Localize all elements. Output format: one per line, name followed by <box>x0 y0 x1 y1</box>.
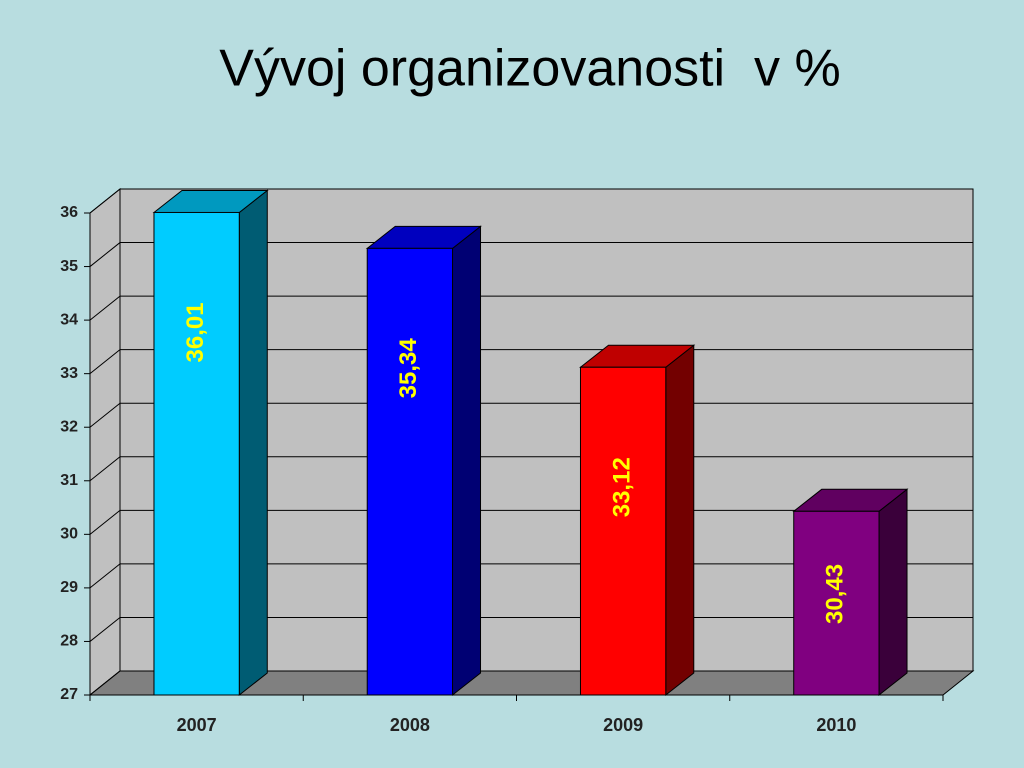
value-label: 35,34 <box>395 338 422 399</box>
y-tick-label: 35 <box>60 258 78 275</box>
x-tick-label: 2009 <box>603 715 643 735</box>
grid-line <box>89 295 973 321</box>
y-tick-label: 36 <box>60 204 78 221</box>
y-tick-label: 31 <box>60 472 78 489</box>
x-tick-label: 2010 <box>816 715 856 735</box>
value-label: 36,01 <box>182 302 209 362</box>
y-tick-label: 27 <box>60 686 78 703</box>
chart-title: Vývoj organizovanosti v % <box>219 40 840 98</box>
x-tick-label: 2007 <box>177 715 217 735</box>
y-tick-label: 28 <box>60 633 78 650</box>
bar-side <box>452 225 482 697</box>
y-tick-label: 33 <box>60 365 78 382</box>
y-tick-label: 30 <box>60 526 78 543</box>
bar <box>366 247 454 696</box>
grid-line <box>89 242 973 267</box>
y-tick-label: 34 <box>60 311 78 328</box>
y-tick-label: 29 <box>60 579 78 596</box>
y-tick-label: 32 <box>60 418 78 435</box>
bar-side <box>878 488 908 697</box>
bar <box>793 510 880 696</box>
bar-side <box>665 344 695 697</box>
grid-line <box>89 188 973 214</box>
bar <box>579 366 667 696</box>
bar-side <box>238 189 268 697</box>
bar <box>153 211 240 696</box>
value-label: 30,43 <box>822 564 849 624</box>
value-label: 33,12 <box>608 457 635 517</box>
side-wall <box>89 187 121 697</box>
x-tick-label: 2008 <box>390 715 430 735</box>
